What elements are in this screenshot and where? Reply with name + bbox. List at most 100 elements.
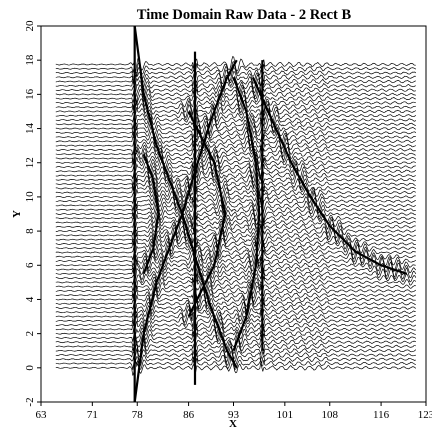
waveform-trace xyxy=(55,304,416,320)
waveform-trace xyxy=(55,297,416,317)
x-axis-label: X xyxy=(229,418,237,429)
y-tick-label: 0 xyxy=(24,365,36,371)
waveform-trace xyxy=(55,357,416,370)
waveform-trace xyxy=(55,282,417,300)
y-tick-label: 2 xyxy=(24,331,36,337)
waveform-trace xyxy=(55,314,416,329)
waveform-trace xyxy=(55,185,416,201)
waveform-trace xyxy=(55,86,416,103)
y-tick-label: 20 xyxy=(24,20,36,32)
x-tick-label: 93 xyxy=(228,409,240,421)
waveform-trace xyxy=(55,189,416,207)
waveform-trace xyxy=(55,81,416,99)
x-tick-label: 108 xyxy=(322,409,339,421)
waveform-trace xyxy=(55,343,417,359)
waveform-trace xyxy=(55,229,416,248)
waveform-trace xyxy=(55,205,416,224)
waveform-trace xyxy=(55,161,417,181)
y-axis-label: Y xyxy=(11,210,23,218)
waveform-trace xyxy=(55,308,416,324)
waveform-trace xyxy=(55,55,416,72)
waveform-trace xyxy=(55,111,417,129)
y-tick-label: 14 xyxy=(24,123,36,135)
waveform-trace xyxy=(55,138,416,154)
x-tick-label: 78 xyxy=(132,409,144,421)
x-tick-label: 101 xyxy=(277,409,294,421)
reflection-curves xyxy=(133,25,408,403)
x-tick-label: 63 xyxy=(36,409,48,421)
waveform-trace xyxy=(55,200,416,221)
waveform-traces xyxy=(55,55,417,376)
chart-title: Time Domain Raw Data - 2 Rect B xyxy=(137,7,352,23)
y-tick-label: 18 xyxy=(24,54,36,66)
waveform-trace xyxy=(55,233,416,255)
reflection-curve xyxy=(133,59,238,403)
waveform-trace xyxy=(55,129,416,147)
waveform-trace xyxy=(55,106,417,125)
waveform-trace xyxy=(55,69,416,85)
waveform-trace xyxy=(55,173,416,193)
waveform-trace xyxy=(55,120,416,137)
waveform-trace xyxy=(55,116,416,135)
waveform-trace xyxy=(55,247,416,269)
waveform-trace xyxy=(55,360,417,376)
waveform-trace xyxy=(55,267,417,281)
x-axis-ticks: 63 71 78 86 93 101 108 116 123 xyxy=(36,402,432,421)
waveform-trace xyxy=(55,225,416,243)
waveform-trace xyxy=(55,276,417,291)
waveform-trace xyxy=(55,261,417,280)
y-tick-label: 16 xyxy=(24,88,36,100)
waveform-trace xyxy=(55,321,416,337)
waveform-trace xyxy=(55,210,416,226)
waveform-trace xyxy=(55,285,417,305)
waveform-trace xyxy=(55,252,416,274)
x-tick-label: 86 xyxy=(183,409,195,421)
waveform-trace xyxy=(55,326,416,341)
waveform-trace xyxy=(55,146,416,162)
waveform-trace xyxy=(55,179,416,198)
reflection-curve xyxy=(142,153,160,275)
y-tick-label: -2 xyxy=(24,397,36,406)
y-tick-label: 6 xyxy=(24,262,36,268)
waveform-trace xyxy=(55,223,416,240)
y-tick-label: 4 xyxy=(24,296,36,302)
waveform-trace xyxy=(55,103,416,121)
waveform-trace xyxy=(55,168,416,190)
waveform-trace xyxy=(55,94,416,114)
reflection-curve xyxy=(187,111,227,317)
waveform-trace xyxy=(55,270,417,286)
waveform-trace xyxy=(55,330,417,346)
waveform-trace xyxy=(55,291,416,313)
x-tick-label: 123 xyxy=(418,409,432,421)
waveform-trace xyxy=(55,243,416,263)
x-tick-label: 71 xyxy=(87,409,98,421)
y-axis-ticks: -2 0 2 4 6 8 10 12 14 16 18 20 xyxy=(24,20,41,407)
waveform-trace xyxy=(55,215,416,232)
reflection-curve xyxy=(251,76,408,275)
waveform-trace xyxy=(55,238,417,258)
waveform-trace xyxy=(55,124,417,142)
waveform-trace xyxy=(55,196,416,217)
reflection-curve xyxy=(232,76,261,352)
waveform-trace xyxy=(55,218,416,237)
waveform-trace xyxy=(55,288,416,308)
waveform-trace xyxy=(55,164,416,185)
waveform-trace xyxy=(55,134,416,150)
waveform-trace xyxy=(55,66,417,83)
waveform-trace xyxy=(55,256,416,277)
waveform-trace xyxy=(55,333,416,348)
waveform-trace xyxy=(55,345,416,364)
waveform-trace xyxy=(55,318,417,335)
waveform-trace xyxy=(55,150,417,168)
waveform-trace xyxy=(55,158,416,178)
waveform-trace xyxy=(55,73,416,90)
waveform-trace xyxy=(55,90,416,108)
waveform-trace xyxy=(55,153,416,173)
y-tick-label: 10 xyxy=(24,191,36,203)
x-tick-label: 116 xyxy=(373,409,390,421)
waveform-trace xyxy=(55,142,416,158)
y-tick-label: 12 xyxy=(24,157,36,168)
waveform-trace xyxy=(55,279,416,295)
y-tick-label: 8 xyxy=(24,228,36,234)
